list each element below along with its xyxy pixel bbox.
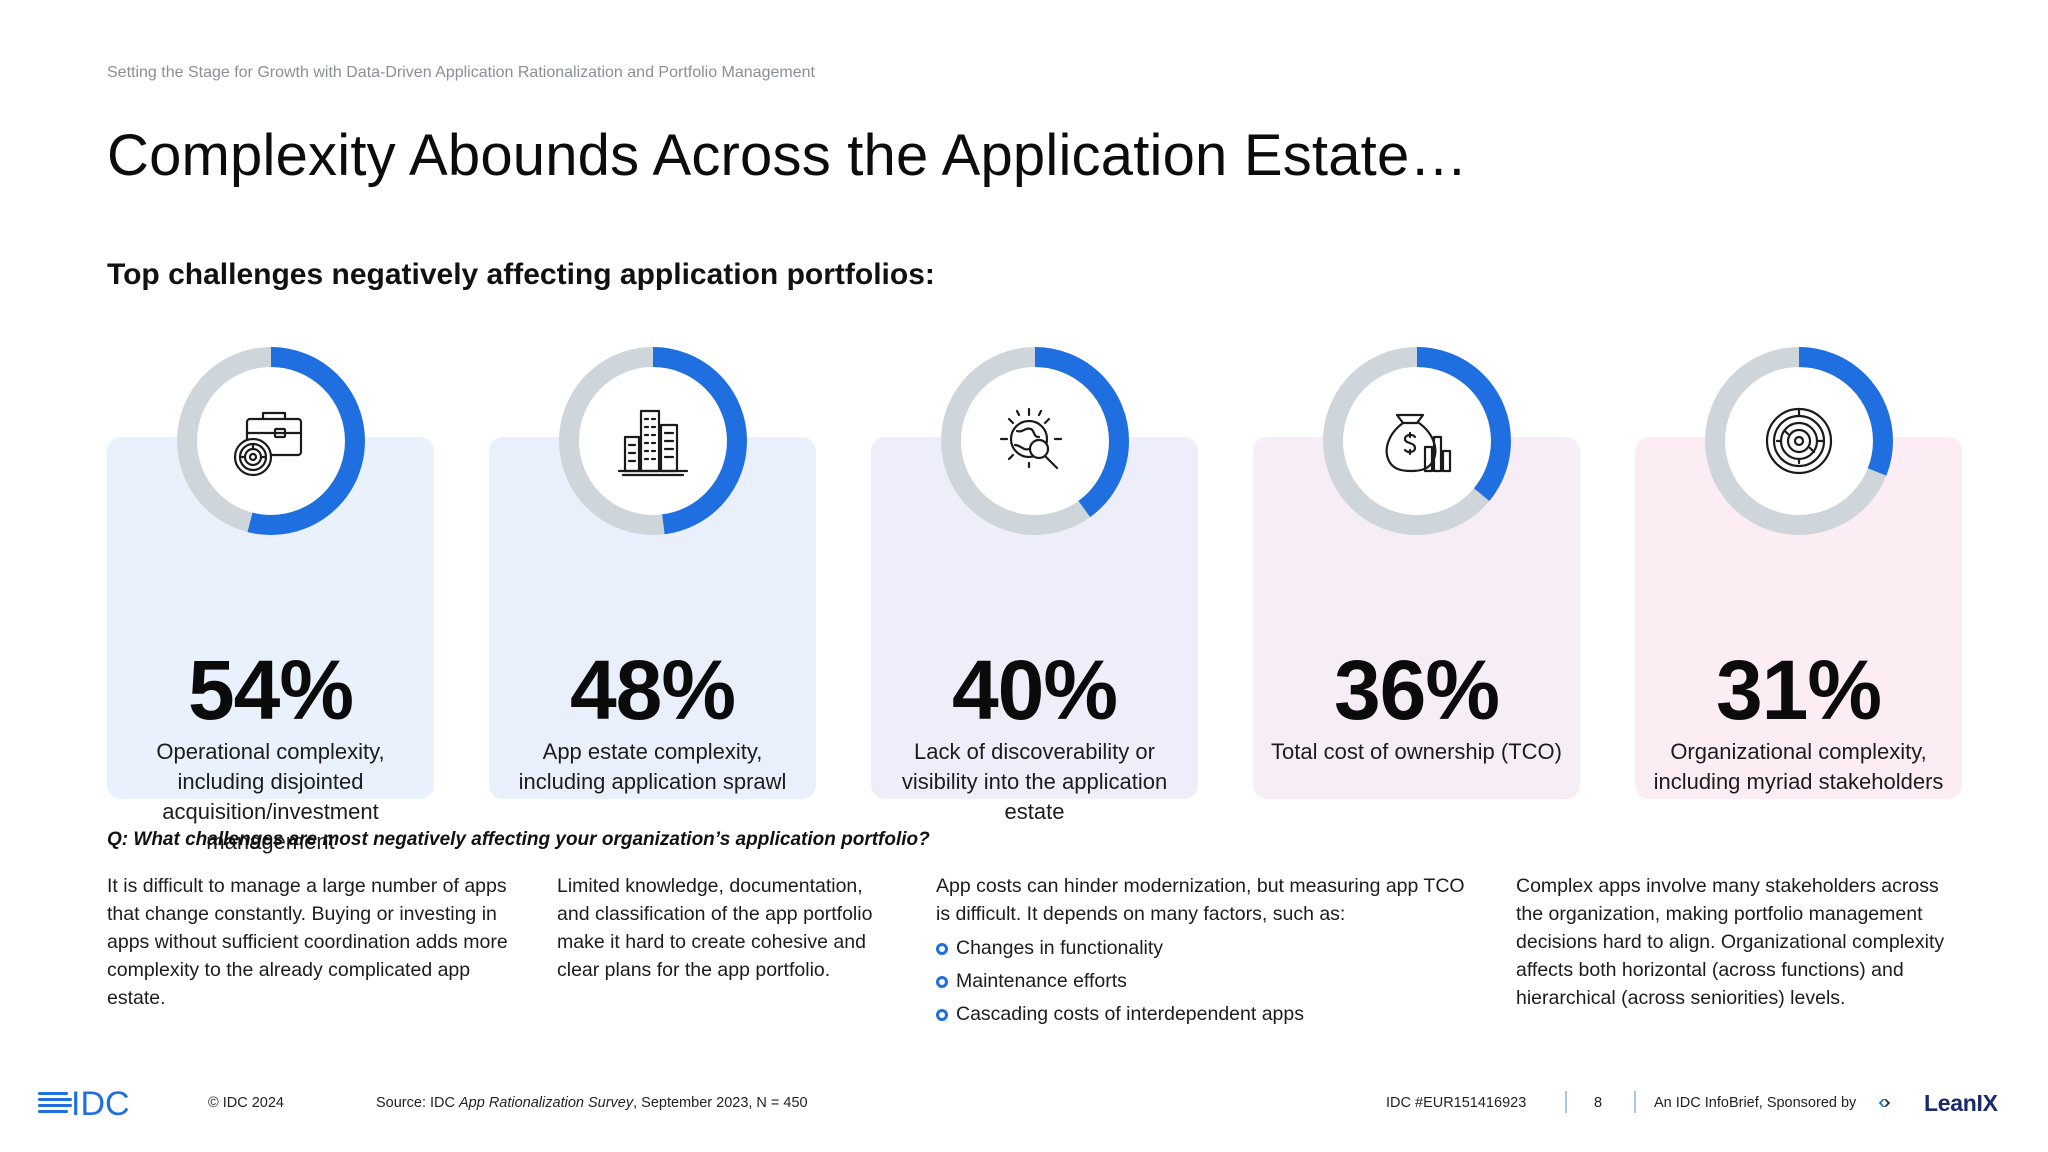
bullet-circle-icon (936, 943, 948, 955)
donut-value-arc (941, 347, 1129, 535)
leanix-logo-icon (1878, 1098, 1891, 1108)
stat-description: Lack of discoverability or visibility in… (901, 739, 1168, 824)
source-citation: Source: IDC App Rationalization Survey, … (376, 1095, 808, 1111)
survey-question: Q: What challenges are most negatively a… (107, 829, 930, 850)
donut-ring (1323, 347, 1511, 535)
donut-value-arc (559, 347, 747, 535)
explanation-text: Limited knowledge, documentation, and cl… (557, 875, 873, 981)
svg-text:IDC: IDC (71, 1085, 130, 1121)
explanation-column-2: Limited knowledge, documentation, and cl… (557, 872, 897, 984)
donut-value-arc (177, 347, 365, 535)
donut-value-arc (1323, 347, 1511, 535)
stat-description: Operational complexity, including disjoi… (156, 739, 385, 854)
explanation-text: App costs can hinder modernization, but … (936, 875, 1465, 925)
bullet-item: Maintenance efforts (936, 965, 1481, 998)
footer-divider (1565, 1091, 1567, 1113)
donut-value-arc (1705, 347, 1893, 535)
donut-ring (559, 347, 747, 535)
section-subtitle: Top challenges negatively affecting appl… (107, 258, 935, 291)
bullet-list: Changes in functionality Maintenance eff… (936, 932, 1481, 1031)
bullet-item: Cascading costs of interdependent apps (936, 998, 1481, 1031)
footer-divider (1634, 1091, 1636, 1113)
explanation-column-1: It is difficult to manage a large number… (107, 872, 517, 1012)
donut-ring (1705, 347, 1893, 535)
bullet-item: Changes in functionality (936, 932, 1481, 965)
supertitle: Setting the Stage for Growth with Data-D… (107, 64, 815, 81)
stat-percent: 36% (1333, 643, 1500, 737)
stat-percent: 31% (1715, 643, 1882, 737)
sponsor-text: An IDC InfoBrief, Sponsored by (1654, 1095, 1857, 1111)
footer: IDC © IDC 2024 Source: IDC App Rationali… (0, 1085, 2048, 1125)
stat-cards: 54% Operational complexity, including di… (107, 345, 1962, 854)
copyright: © IDC 2024 (208, 1095, 284, 1111)
stat-description: App estate complexity, including applica… (518, 739, 787, 794)
stat-percent: 54% (187, 643, 354, 737)
explanation-text: Complex apps involve many stakeholders a… (1516, 875, 1945, 1009)
leanix-wordmark: LeanIX (1924, 1090, 1998, 1116)
globe-magnifier-icon (939, 345, 1131, 537)
page-number: 8 (1594, 1095, 1603, 1111)
briefcase-maze-icon (175, 345, 367, 537)
idc-logo-icon: IDC (38, 1085, 130, 1121)
stat-description: Organizational complexity, including myr… (1653, 739, 1944, 794)
explanation-column-4: Complex apps involve many stakeholders a… (1516, 872, 1956, 1012)
explanation-column-3: App costs can hinder modernization, but … (936, 872, 1481, 1031)
bullet-circle-icon (936, 1009, 948, 1021)
stat-description: Total cost of ownership (TCO) (1271, 739, 1562, 764)
explanation-text: It is difficult to manage a large number… (107, 875, 508, 1009)
page-title: Complexity Abounds Across the Applicatio… (107, 123, 1468, 188)
donut-ring (177, 347, 365, 535)
circular-maze-icon (1703, 345, 1895, 537)
buildings-icon (557, 345, 749, 537)
stat-percent: 48% (569, 643, 736, 737)
stat-percent: 40% (951, 643, 1118, 737)
bullet-circle-icon (936, 976, 948, 988)
document-id: IDC #EUR151416923 (1386, 1095, 1527, 1111)
money-bag-chart-icon (1321, 345, 1513, 537)
